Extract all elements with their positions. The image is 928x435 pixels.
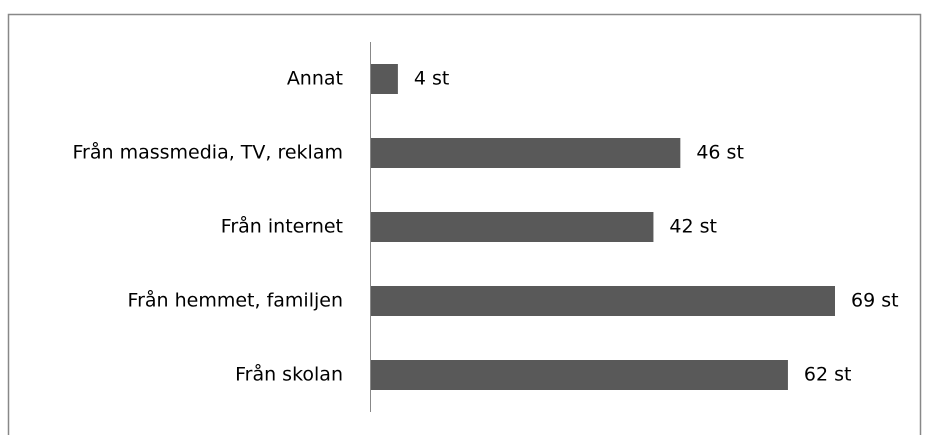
category-label: Från hemmet, familjen [128, 289, 343, 312]
bar [371, 360, 788, 390]
bar [371, 64, 398, 94]
category-label: Från massmedia, TV, reklam [73, 141, 344, 164]
value-label: 69 st [851, 290, 899, 312]
category-label: Från skolan [235, 363, 343, 386]
bar [371, 138, 681, 168]
value-label: 42 st [669, 216, 717, 238]
bar [371, 212, 654, 242]
category-label: Från internet [221, 215, 343, 238]
category-label: Annat [287, 68, 343, 90]
value-label: 4 st [414, 68, 449, 90]
value-label: 46 st [696, 142, 744, 164]
bar [371, 286, 835, 316]
value-label: 62 st [804, 364, 852, 386]
